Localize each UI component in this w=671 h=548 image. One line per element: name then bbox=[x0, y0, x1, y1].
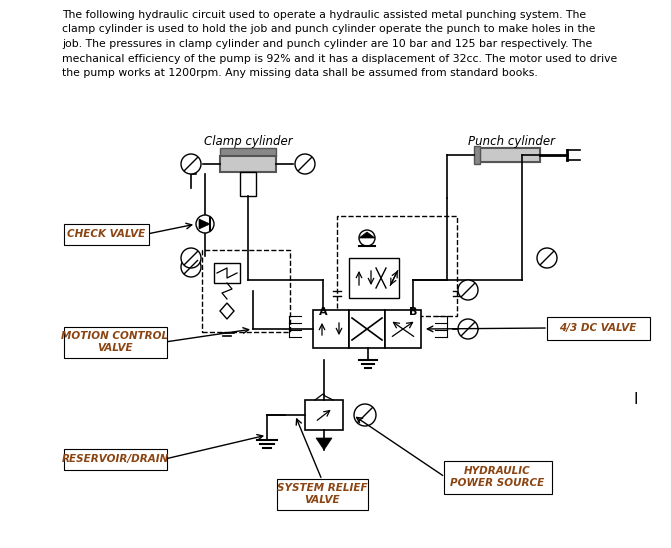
Text: CHECK VALVE: CHECK VALVE bbox=[67, 229, 145, 239]
Text: 4/3 DC VALVE: 4/3 DC VALVE bbox=[560, 323, 637, 333]
Circle shape bbox=[537, 248, 557, 268]
Text: SYSTEM RELIEF
VALVE: SYSTEM RELIEF VALVE bbox=[276, 483, 367, 505]
Bar bbox=[480, 148, 540, 162]
Circle shape bbox=[359, 230, 375, 246]
Circle shape bbox=[354, 404, 376, 426]
Circle shape bbox=[458, 280, 478, 300]
FancyBboxPatch shape bbox=[546, 317, 650, 340]
Bar bbox=[305, 400, 343, 430]
Bar bbox=[313, 310, 349, 348]
Text: Clamp cylinder: Clamp cylinder bbox=[204, 135, 293, 148]
FancyBboxPatch shape bbox=[444, 460, 552, 494]
Bar bbox=[474, 146, 480, 164]
Text: MOTION CONTROL
VALVE: MOTION CONTROL VALVE bbox=[62, 331, 168, 353]
Polygon shape bbox=[220, 303, 234, 319]
Circle shape bbox=[458, 319, 478, 339]
Text: The following hydraulic circuit used to operate a hydraulic assisted metal punch: The following hydraulic circuit used to … bbox=[62, 10, 586, 20]
Circle shape bbox=[295, 154, 315, 174]
Text: the pump works at 1200rpm. Any missing data shall be assumed from standard books: the pump works at 1200rpm. Any missing d… bbox=[62, 68, 537, 78]
Polygon shape bbox=[316, 438, 332, 450]
Polygon shape bbox=[359, 232, 375, 238]
Bar bbox=[240, 172, 256, 196]
Text: job. The pressures in clamp cylinder and punch cylinder are 10 bar and 125 bar r: job. The pressures in clamp cylinder and… bbox=[62, 39, 592, 49]
Bar bbox=[349, 310, 385, 348]
FancyBboxPatch shape bbox=[64, 327, 166, 357]
Text: B: B bbox=[409, 307, 417, 317]
Text: clamp cylinder is used to hold the job and punch cylinder operate the punch to m: clamp cylinder is used to hold the job a… bbox=[62, 25, 595, 35]
Bar bbox=[214, 263, 240, 283]
Text: I: I bbox=[633, 392, 638, 408]
FancyBboxPatch shape bbox=[64, 224, 148, 244]
Bar bbox=[220, 156, 276, 172]
Text: mechanical efficiency of the pump is 92% and it has a displacement of 32cc. The : mechanical efficiency of the pump is 92%… bbox=[62, 54, 617, 64]
Circle shape bbox=[196, 215, 214, 233]
Circle shape bbox=[181, 248, 201, 268]
Bar bbox=[385, 310, 421, 348]
Circle shape bbox=[181, 154, 201, 174]
Text: A: A bbox=[319, 307, 327, 317]
Bar bbox=[220, 148, 276, 156]
Text: RESERVOIR/DRAIN: RESERVOIR/DRAIN bbox=[61, 454, 168, 464]
Bar bbox=[480, 148, 540, 162]
Circle shape bbox=[181, 257, 201, 277]
Text: Punch cylinder: Punch cylinder bbox=[468, 135, 556, 148]
Bar bbox=[337, 216, 457, 316]
Polygon shape bbox=[199, 219, 210, 229]
Bar bbox=[202, 250, 290, 332]
Text: HYDRAULIC
POWER SOURCE: HYDRAULIC POWER SOURCE bbox=[450, 466, 545, 488]
Bar bbox=[349, 258, 399, 298]
FancyBboxPatch shape bbox=[64, 448, 166, 470]
FancyBboxPatch shape bbox=[276, 478, 368, 510]
